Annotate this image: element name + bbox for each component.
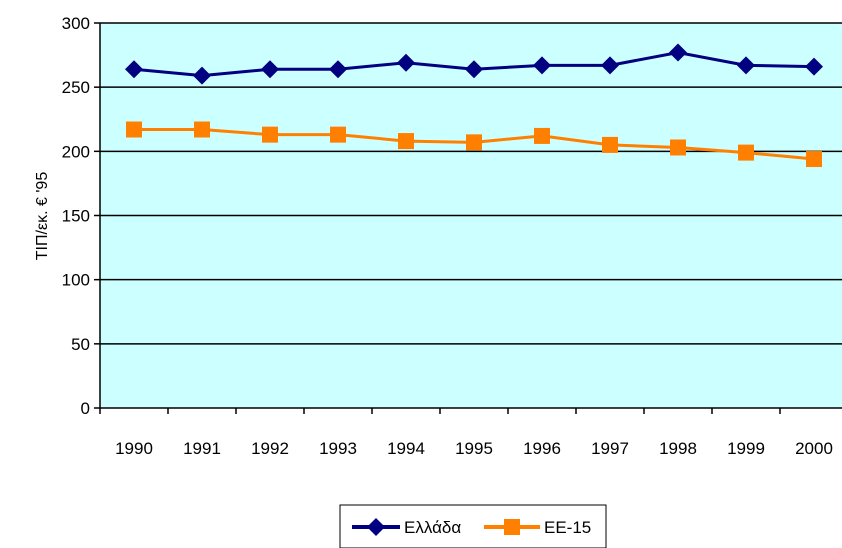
y-tick-label-200: 200 [62, 142, 90, 161]
series-1-point-1990 [126, 121, 142, 138]
series-1-point-1997 [602, 136, 618, 153]
series-0-point-1993 [329, 60, 347, 79]
series-0-point-2000 [805, 57, 823, 76]
series-1-point-1995 [466, 134, 482, 151]
x-tick-label-1998: 1998 [659, 439, 697, 458]
x-tick-label-1993: 1993 [319, 439, 357, 458]
y-tick-label-150: 150 [62, 207, 90, 226]
series-0-point-1997 [601, 56, 619, 75]
legend: Ελλάδα ΕΕ-15 [339, 504, 607, 548]
x-tick-label-1992: 1992 [251, 439, 289, 458]
series-1-point-1993 [330, 126, 346, 143]
x-tick-label-1999: 1999 [727, 439, 765, 458]
gridlines [100, 22, 842, 345]
x-tick-label-1997: 1997 [591, 439, 629, 458]
series-0-point-1991 [193, 66, 211, 85]
x-tick-label-2000: 2000 [795, 439, 833, 458]
series-1-point-1991 [194, 121, 210, 138]
y-tick-label-250: 250 [62, 78, 90, 97]
x-tick-label-1996: 1996 [523, 439, 561, 458]
x-tick-label-1990: 1990 [115, 439, 153, 458]
series-0-point-1990 [125, 60, 143, 79]
series-0-point-1998 [669, 43, 687, 62]
legend-label-greece: Ελλάδα [404, 518, 461, 537]
legend-label-eu15: ΕΕ-15 [544, 518, 591, 537]
series-1-point-1999 [738, 144, 754, 161]
axes [94, 22, 842, 414]
series-1-point-1998 [670, 139, 686, 156]
series-0-point-1999 [737, 56, 755, 75]
y-axis-title: ΤΙΠ/εκ. € '95 [34, 172, 51, 261]
x-tick-labels: 1990 1991 1992 1993 1994 1995 1996 1997 1998 1999… [115, 439, 833, 458]
x-tick-label-1994: 1994 [387, 439, 425, 458]
series-layer [125, 43, 823, 168]
y-tick-label-300: 300 [62, 14, 90, 33]
series-1-point-1996 [534, 127, 550, 144]
series-1-point-1992 [262, 126, 278, 143]
y-tick-label-100: 100 [62, 271, 90, 290]
series-0-point-1994 [397, 53, 415, 72]
series-1-point-1994 [398, 133, 414, 150]
y-tick-label-50: 50 [71, 335, 90, 354]
y-tick-labels: 0 50 100 150 200 250 300 [62, 14, 90, 418]
series-0-point-1992 [261, 60, 279, 79]
y-tick-label-0: 0 [81, 399, 90, 418]
series-1-point-2000 [806, 151, 822, 168]
x-tick-label-1991: 1991 [183, 439, 221, 458]
x-tick-label-1995: 1995 [455, 439, 493, 458]
legend-marker-eu15 [504, 519, 520, 535]
series-0-point-1996 [533, 56, 551, 75]
legend-marker-greece [367, 518, 385, 536]
series-0-point-1995 [465, 60, 483, 79]
